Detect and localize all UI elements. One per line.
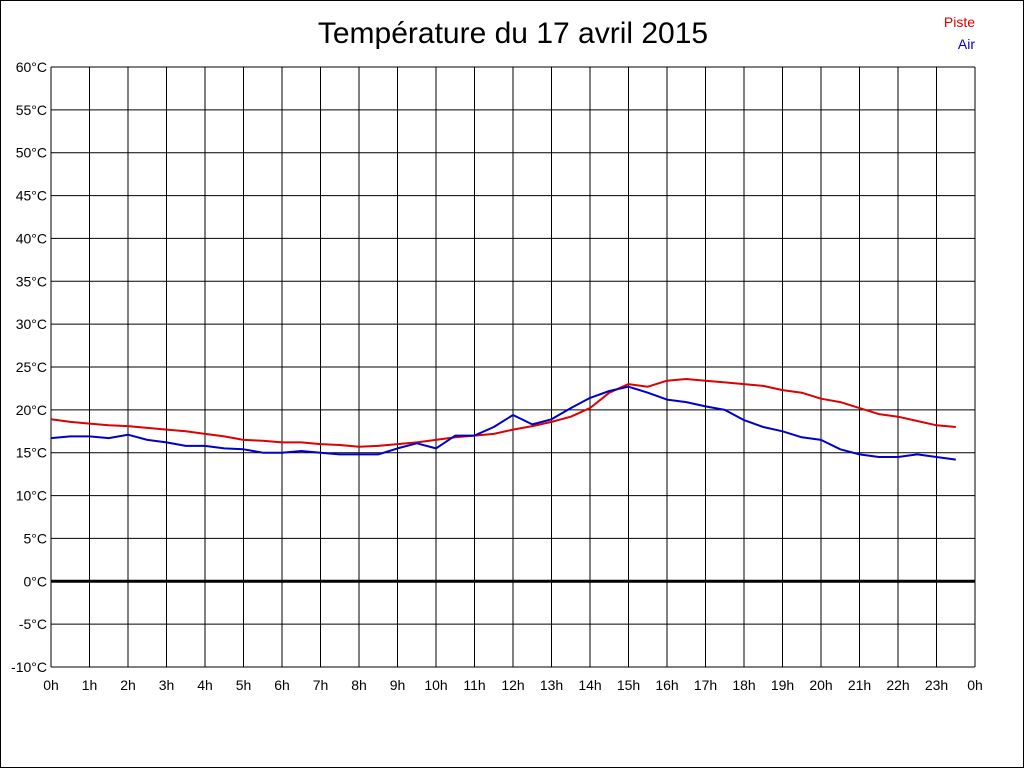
x-tick-label: 2h <box>120 677 136 693</box>
x-tick-label: 21h <box>848 677 871 693</box>
series-line-piste <box>50 378 956 448</box>
x-tick-label: 15h <box>617 677 640 693</box>
x-tick-label: 19h <box>771 677 794 693</box>
x-axis-ticks: 0h 1h 2h 3h 4h 5h 6h 7h 8h 9h 10h 11h 12h 13h 14h 15h 16… <box>43 677 983 693</box>
x-tick-label: 14h <box>578 677 601 693</box>
y-tick-label: 25°C <box>16 359 47 375</box>
y-tick-label: 55°C <box>16 102 47 118</box>
x-tick-label: 4h <box>197 677 213 693</box>
y-tick-label: 15°C <box>16 445 47 461</box>
y-tick-label: 30°C <box>16 316 47 332</box>
y-tick-label: 50°C <box>16 145 47 161</box>
y-tick-label: -10°C <box>11 659 47 675</box>
y-tick-label: 60°C <box>16 59 47 75</box>
x-tick-label: 22h <box>886 677 909 693</box>
x-tick-label: 0h <box>967 677 983 693</box>
y-tick-label: 10°C <box>16 488 47 504</box>
x-tick-label: 20h <box>809 677 832 693</box>
x-tick-label: 11h <box>463 677 485 693</box>
x-tick-label: 18h <box>732 677 755 693</box>
x-tick-label: 0h <box>43 677 59 693</box>
x-tick-label: 3h <box>159 677 175 693</box>
y-tick-label: -5°C <box>19 616 47 632</box>
grid <box>50 66 976 668</box>
x-tick-label: 13h <box>540 677 563 693</box>
y-tick-label: 20°C <box>16 402 47 418</box>
x-tick-label: 16h <box>655 677 678 693</box>
legend-piste: Piste <box>943 14 975 30</box>
chart-title: Température du 17 avril 2015 <box>317 17 709 50</box>
x-tick-label: 17h <box>694 677 717 693</box>
y-tick-label: 40°C <box>16 230 47 246</box>
x-tick-label: 5h <box>236 677 252 693</box>
series-lines <box>50 378 956 461</box>
x-tick-label: 12h <box>501 677 524 693</box>
y-tick-label: 0°C <box>24 573 48 589</box>
x-tick-label: 7h <box>313 677 329 693</box>
x-tick-label: 9h <box>390 677 406 693</box>
x-tick-label: 1h <box>82 677 98 693</box>
y-axis-ticks: 60°C 55°C 50°C 45°C 40°C 35°C 30°C 25°C 20°C 15°C… <box>11 59 47 675</box>
series-line-air <box>50 385 956 461</box>
x-tick-label: 8h <box>351 677 367 693</box>
y-tick-label: 45°C <box>16 188 47 204</box>
legend-air: Air <box>957 36 975 52</box>
y-tick-label: 35°C <box>16 273 47 289</box>
y-tick-label: 5°C <box>24 530 48 546</box>
x-tick-label: 6h <box>274 677 290 693</box>
x-tick-label: 23h <box>925 677 948 693</box>
x-tick-label: 10h <box>424 677 447 693</box>
